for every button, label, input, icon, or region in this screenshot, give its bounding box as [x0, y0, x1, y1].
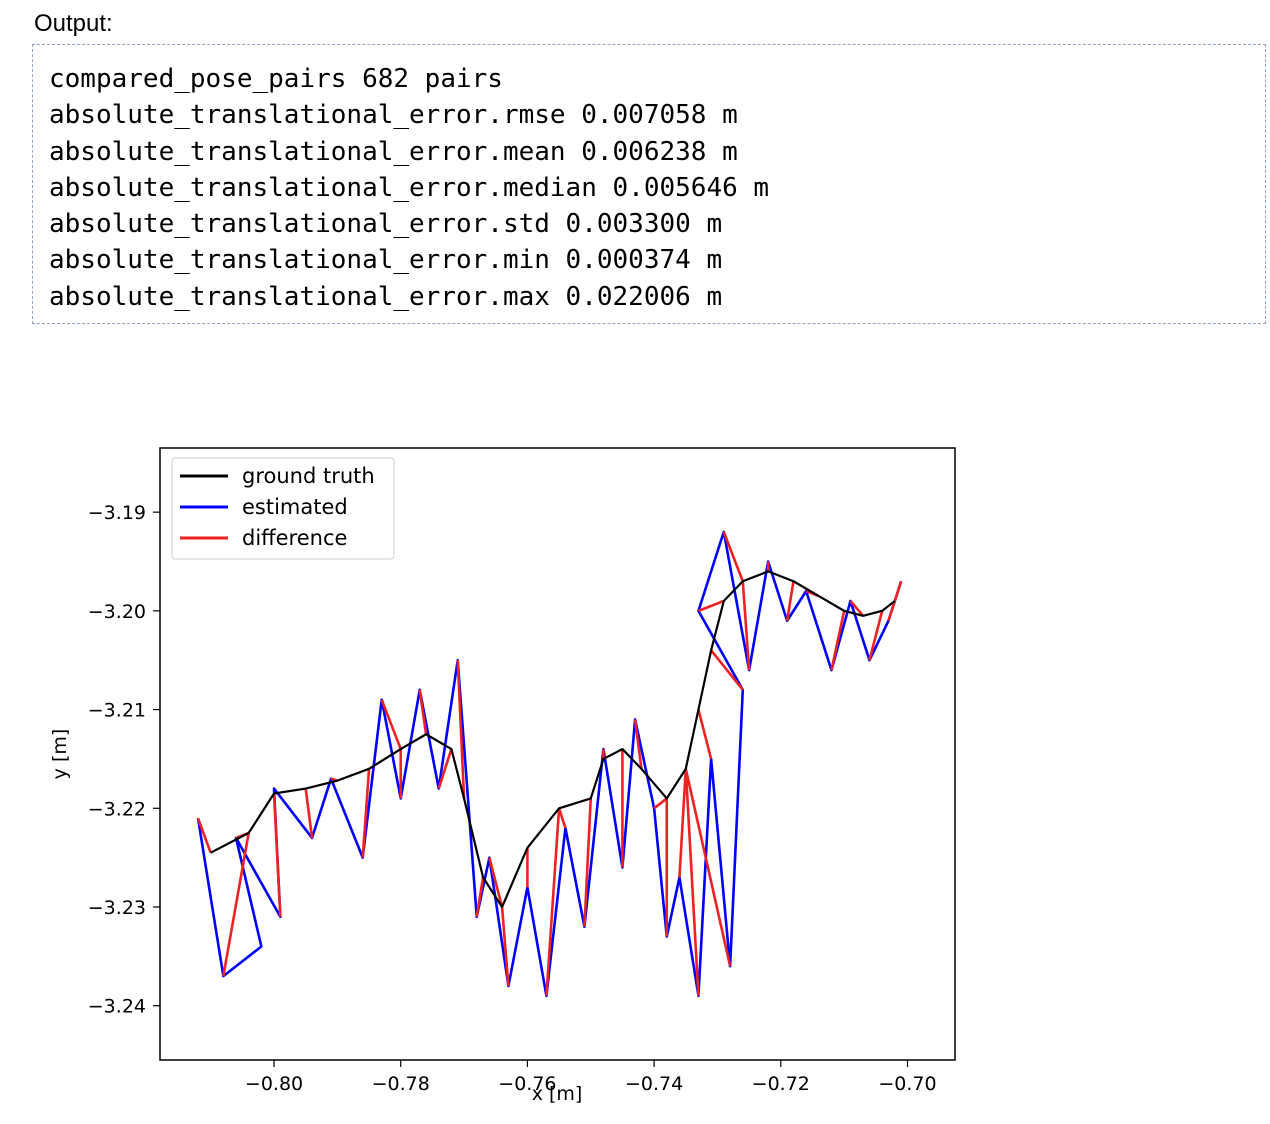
- x-tick-label: −0.80: [245, 1073, 303, 1095]
- difference-segment: [304, 788, 314, 839]
- difference-segment: [849, 600, 865, 617]
- output-line-rmse: absolute_translational_error.rmse 0.0070…: [49, 100, 738, 131]
- legend: ground truth estimated difference: [171, 457, 395, 560]
- difference-segment: [697, 709, 713, 760]
- difference-segment: [678, 768, 688, 878]
- difference-segment: [545, 808, 561, 996]
- output-line-pose-pairs: compared_pose_pairs 682 pairs: [49, 64, 503, 94]
- x-axis: −0.80 −0.78 −0.76 −0.74 −0.72 −0.70: [245, 1060, 937, 1095]
- y-tick-label: −3.19: [88, 502, 146, 524]
- difference-segment: [741, 581, 751, 671]
- difference-segment: [653, 797, 668, 810]
- difference-segment: [380, 699, 402, 750]
- legend-label-ground-truth: ground truth: [242, 464, 375, 488]
- difference-segment: [418, 689, 428, 735]
- x-tick-label: −0.76: [498, 1073, 556, 1095]
- output-lines: compared_pose_pairs 682 pairs absolute_t…: [49, 61, 769, 315]
- difference-segment: [437, 748, 453, 789]
- difference-segment: [500, 906, 510, 987]
- y-tick-label: −3.21: [88, 700, 146, 722]
- difference-segment: [868, 610, 884, 661]
- difference-segment: [710, 649, 744, 691]
- difference-segment: [557, 807, 567, 829]
- legend-label-difference: difference: [242, 526, 347, 550]
- x-tick-label: −0.74: [625, 1073, 683, 1095]
- y-tick-label: −3.22: [88, 798, 146, 820]
- x-tick-label: −0.78: [372, 1073, 430, 1095]
- difference-segment: [785, 581, 795, 621]
- difference-segment: [222, 832, 250, 977]
- x-axis-title: x [m]: [532, 1083, 583, 1105]
- difference-segment: [722, 531, 745, 582]
- difference-segment: [633, 719, 643, 769]
- difference-segment: [830, 610, 846, 671]
- difference-segment: [196, 817, 212, 854]
- plot-frame: [159, 447, 956, 1061]
- difference-segment: [361, 768, 371, 858]
- y-axis: −3.19 −3.20 −3.21 −3.22 −3.23 −3.24: [88, 502, 160, 1018]
- trajectory-chart: −0.80 −0.78 −0.76 −0.74 −0.72 −0.70 −3.19 −3.2…: [49, 447, 956, 1105]
- legend-box: [171, 457, 395, 560]
- output-line-std: absolute_translational_error.std 0.00330…: [49, 209, 723, 240]
- y-tick-label: −3.24: [88, 996, 146, 1018]
- x-tick-label: −0.70: [878, 1073, 936, 1095]
- series-layer: [196, 530, 903, 998]
- difference-segment: [488, 857, 504, 908]
- difference-segment: [475, 877, 485, 918]
- output-line-min: absolute_translational_error.min 0.00037…: [49, 245, 723, 276]
- difference-segment: [893, 580, 903, 602]
- output-line-median: absolute_translational_error.median 0.00…: [49, 172, 770, 203]
- difference-segment: [697, 599, 725, 613]
- difference-segment: [887, 600, 897, 622]
- series-ground-truth: [210, 570, 896, 909]
- output-box: compared_pose_pairs 682 pairs absolute_t…: [32, 44, 1266, 324]
- difference-segment: [456, 660, 466, 799]
- y-tick-label: −3.20: [88, 601, 146, 623]
- difference-segment: [684, 768, 700, 996]
- series-estimated: [196, 530, 903, 998]
- output-line-max: absolute_translational_error.max 0.02200…: [49, 281, 723, 312]
- legend-label-estimated: estimated: [242, 495, 348, 519]
- difference-segment: [272, 793, 282, 917]
- difference-segment: [684, 768, 732, 967]
- y-tick-label: −3.23: [88, 897, 146, 919]
- output-label: Output:: [34, 10, 113, 37]
- x-tick-label: −0.72: [752, 1073, 810, 1095]
- difference-segment: [583, 798, 593, 927]
- output-line-mean: absolute_translational_error.mean 0.0062…: [49, 136, 738, 167]
- y-axis-title: y [m]: [49, 729, 71, 780]
